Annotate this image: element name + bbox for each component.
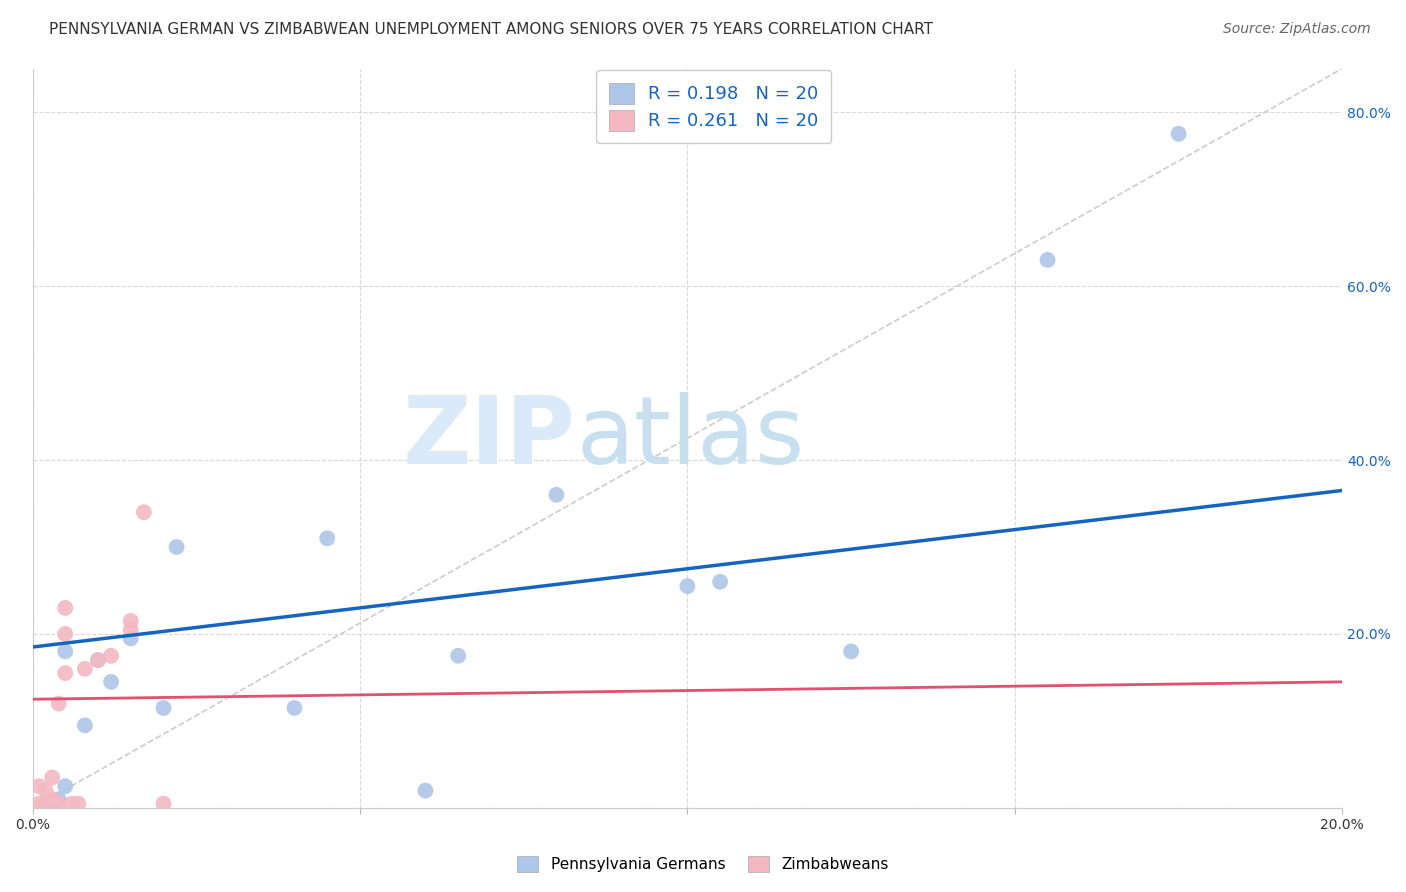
Point (73, 718, 96, 732)
Point (28, 797, 51, 811)
Point (415, 783, 437, 797)
Text: ZIP: ZIP (404, 392, 576, 484)
Point (100, 674, 122, 689)
Legend: R = 0.198   N = 20, R = 0.261   N = 20: R = 0.198 N = 20, R = 0.261 N = 20 (596, 70, 831, 144)
Point (1036, 252, 1059, 267)
Point (166, 540, 188, 554)
Point (67, 797, 90, 811)
Legend: Pennsylvania Germans, Zimbabweans: Pennsylvania Germans, Zimbabweans (509, 848, 897, 880)
Point (48, 697, 70, 711)
Text: Source: ZipAtlas.com: Source: ZipAtlas.com (1223, 22, 1371, 37)
Point (34, 797, 56, 811)
Point (447, 648, 470, 663)
Point (120, 614, 142, 628)
Point (53, 666, 76, 681)
Point (41, 771, 63, 785)
Point (120, 632, 142, 646)
Point (100, 648, 122, 663)
Point (283, 701, 305, 715)
Point (28, 779, 51, 793)
Point (709, 574, 731, 589)
Point (73, 662, 96, 676)
Text: PENNSYLVANIA GERMAN VS ZIMBABWEAN UNEMPLOYMENT AMONG SENIORS OVER 75 YEARS CORRE: PENNSYLVANIA GERMAN VS ZIMBABWEAN UNEMPL… (49, 22, 934, 37)
Point (34, 783, 56, 797)
Point (546, 488, 568, 502)
Point (316, 531, 339, 545)
Point (53, 644, 76, 658)
Point (87, 653, 110, 667)
Point (41, 792, 63, 806)
Point (132, 505, 155, 519)
Point (48, 797, 70, 811)
Text: atlas: atlas (576, 392, 804, 484)
Point (120, 623, 142, 637)
Point (41, 797, 63, 811)
Point (53, 600, 76, 615)
Point (152, 701, 174, 715)
Point (839, 644, 862, 658)
Point (60, 797, 83, 811)
Point (48, 792, 70, 806)
Point (87, 653, 110, 667)
Point (53, 627, 76, 641)
Point (1167, 127, 1189, 141)
Point (152, 797, 174, 811)
Point (676, 579, 699, 593)
Point (53, 779, 76, 793)
